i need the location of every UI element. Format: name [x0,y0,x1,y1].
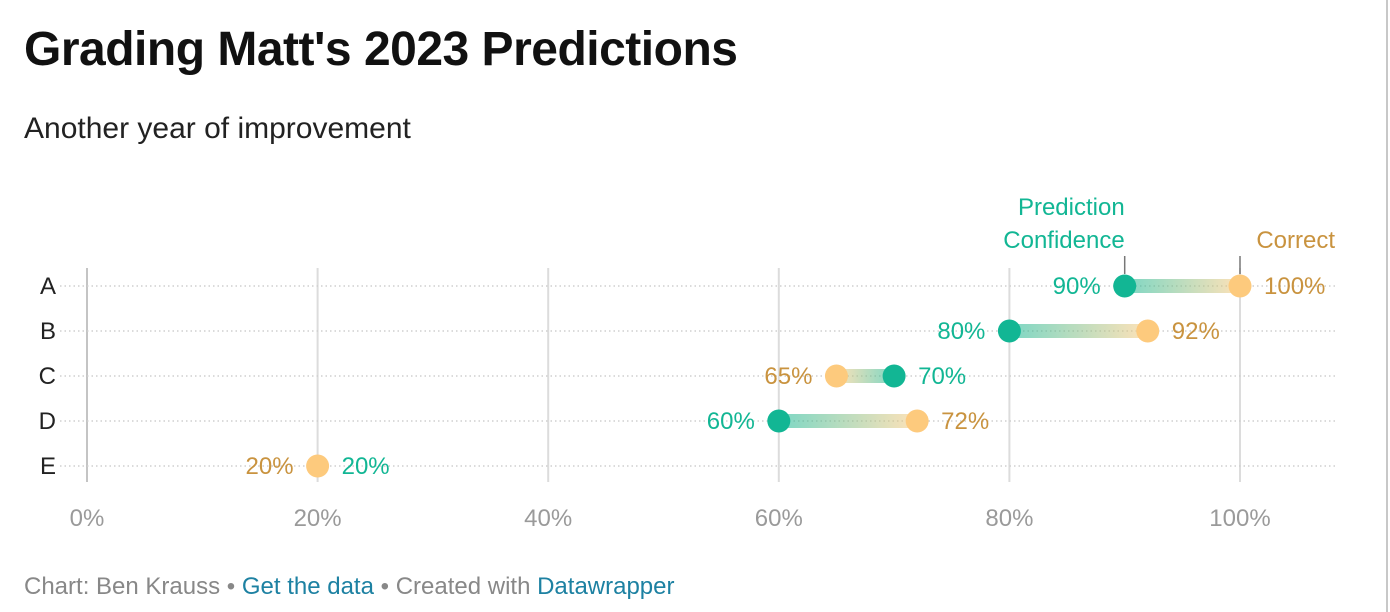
correct-dot [1228,274,1252,298]
edge-rule [1386,0,1388,612]
chart-footer: Chart: Ben Krauss • Get the data • Creat… [24,573,675,601]
dot-range-chart: 0% 20% 40% 60% 80% 100% A 90% 100% B 80% 92% C 65% 70%… [39,194,1336,532]
chart-title: Grading Matt's 2023 Predictions [24,23,738,76]
correct-value-label: 72% [941,408,989,435]
footer-created-with: Created with [395,573,538,600]
confidence-value-label: 60% [707,408,755,435]
category-label: D [39,408,56,435]
legend-correct-label: Correct [1256,227,1335,254]
confidence-value-label: 20% [342,453,390,480]
confidence-value-label: 70% [918,363,966,390]
correct-value-label: 92% [1172,318,1220,345]
confidence-value-label: 90% [1053,273,1101,300]
correct-value-label: 20% [246,453,294,480]
correct-dot [905,409,929,433]
x-tick-label: 0% [70,505,105,532]
category-label: B [40,318,56,345]
footer-credit: Chart: Ben Krauss [24,573,221,600]
datawrapper-link[interactable]: Datawrapper [537,573,675,600]
confidence-value-label: 80% [937,318,985,345]
category-label: E [40,453,56,480]
chart-subtitle: Another year of improvement [24,112,411,145]
x-tick-label: 20% [294,505,342,532]
correct-value-label: 65% [764,363,812,390]
confidence-dot [997,319,1021,343]
correct-dot [1136,319,1160,343]
confidence-dot [767,409,791,433]
category-label: C [39,363,56,390]
correct-dot [824,364,848,388]
confidence-dot [882,364,906,388]
x-tick-label: 60% [755,505,803,532]
x-tick-label: 100% [1209,505,1270,532]
correct-value-label: 100% [1264,273,1325,300]
legend-confidence-label: Prediction Confidence [1003,194,1124,254]
footer-separator: • [220,573,242,600]
category-label: A [40,273,56,300]
confidence-dot [1113,274,1137,298]
footer-separator: • [373,573,396,600]
correct-dot [306,454,330,478]
x-tick-label: 80% [985,505,1033,532]
x-tick-label: 40% [524,505,572,532]
get-the-data-link[interactable]: Get the data [241,573,374,600]
